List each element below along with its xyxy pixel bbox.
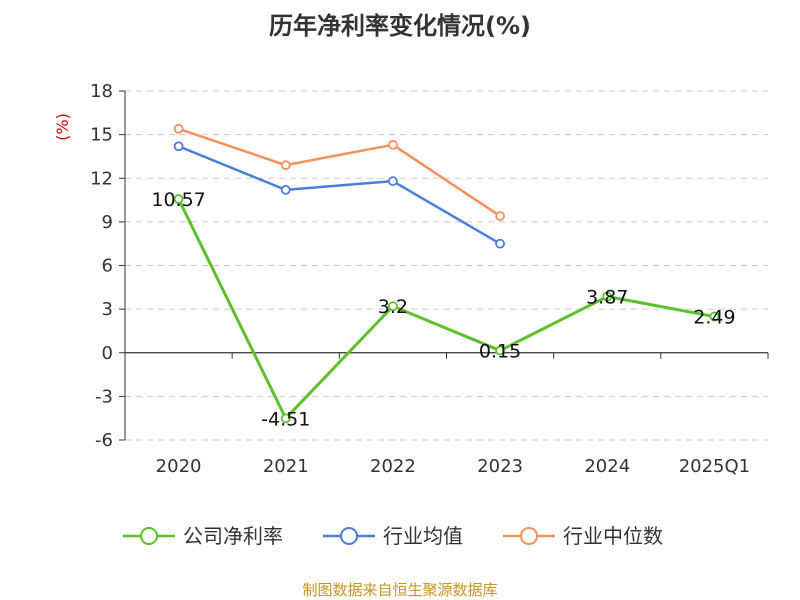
legend-item: 公司净利率 [123, 524, 283, 548]
x-tick-label: 2022 [370, 456, 416, 477]
series-line [178, 145, 501, 245]
data-label: 10.57 [151, 189, 205, 211]
y-tick-label: 12 [90, 168, 113, 189]
y-tick-label: -3 [95, 386, 113, 407]
data-point [709, 311, 720, 322]
data-point [173, 141, 184, 152]
data-labels: 10.57 -4.51 3.2 0.15 3.87 2.49 [151, 189, 735, 430]
y-axis-unit-label: (%) [53, 113, 72, 141]
data-point [495, 345, 505, 356]
legend-item: 行业中位数 [503, 524, 663, 548]
axes: -6 -3 0 3 6 9 12 15 18 2020 2021 2022 2023 2024 2025Q1 [90, 81, 769, 477]
x-tick-label: 2020 [156, 456, 202, 477]
y-tick-label: 9 [102, 212, 113, 233]
grid-lines [125, 90, 768, 441]
data-label: 2.49 [693, 307, 735, 329]
x-tick-label: 2023 [477, 456, 523, 477]
data-point [602, 291, 613, 302]
y-tick-label: 0 [102, 343, 113, 364]
legend-marker [140, 527, 158, 545]
legend-marker [340, 527, 358, 545]
legend-item: 行业均值 [323, 524, 463, 548]
data-point [388, 139, 398, 150]
data-label: -4.51 [261, 408, 310, 430]
data-label: 0.15 [479, 341, 521, 363]
legend-label: 行业中位数 [563, 524, 663, 548]
data-point [280, 413, 291, 424]
y-tick-label: -6 [95, 430, 113, 451]
data-point [173, 194, 184, 204]
x-tick-label: 2025Q1 [679, 456, 750, 477]
data-point [173, 123, 184, 134]
legend: 公司净利率 行业均值 行业中位数 [123, 524, 663, 548]
data-point [280, 160, 291, 171]
data-point [495, 211, 505, 221]
y-tick-label: 3 [102, 299, 113, 320]
data-point [495, 238, 505, 249]
legend-marker [520, 527, 538, 545]
data-point [388, 176, 398, 187]
y-tick-label: 18 [90, 81, 113, 102]
series-lines [173, 123, 720, 424]
x-tick-label: 2024 [584, 456, 630, 477]
y-tick-label: 15 [90, 125, 113, 146]
series-line [177, 198, 715, 420]
data-point [280, 184, 291, 195]
data-label: 3.87 [586, 286, 628, 308]
legend-label: 公司净利率 [183, 524, 283, 548]
chart-title: 历年净利率变化情况(%) [269, 12, 531, 40]
source-footer: 制图数据来自恒生聚源数据库 [302, 581, 497, 599]
legend-label: 行业均值 [383, 524, 463, 548]
data-label: 3.2 [378, 296, 408, 318]
series-line [178, 127, 501, 218]
y-tick-label: 6 [102, 256, 113, 277]
x-tick-label: 2021 [263, 456, 309, 477]
data-point [388, 301, 398, 312]
